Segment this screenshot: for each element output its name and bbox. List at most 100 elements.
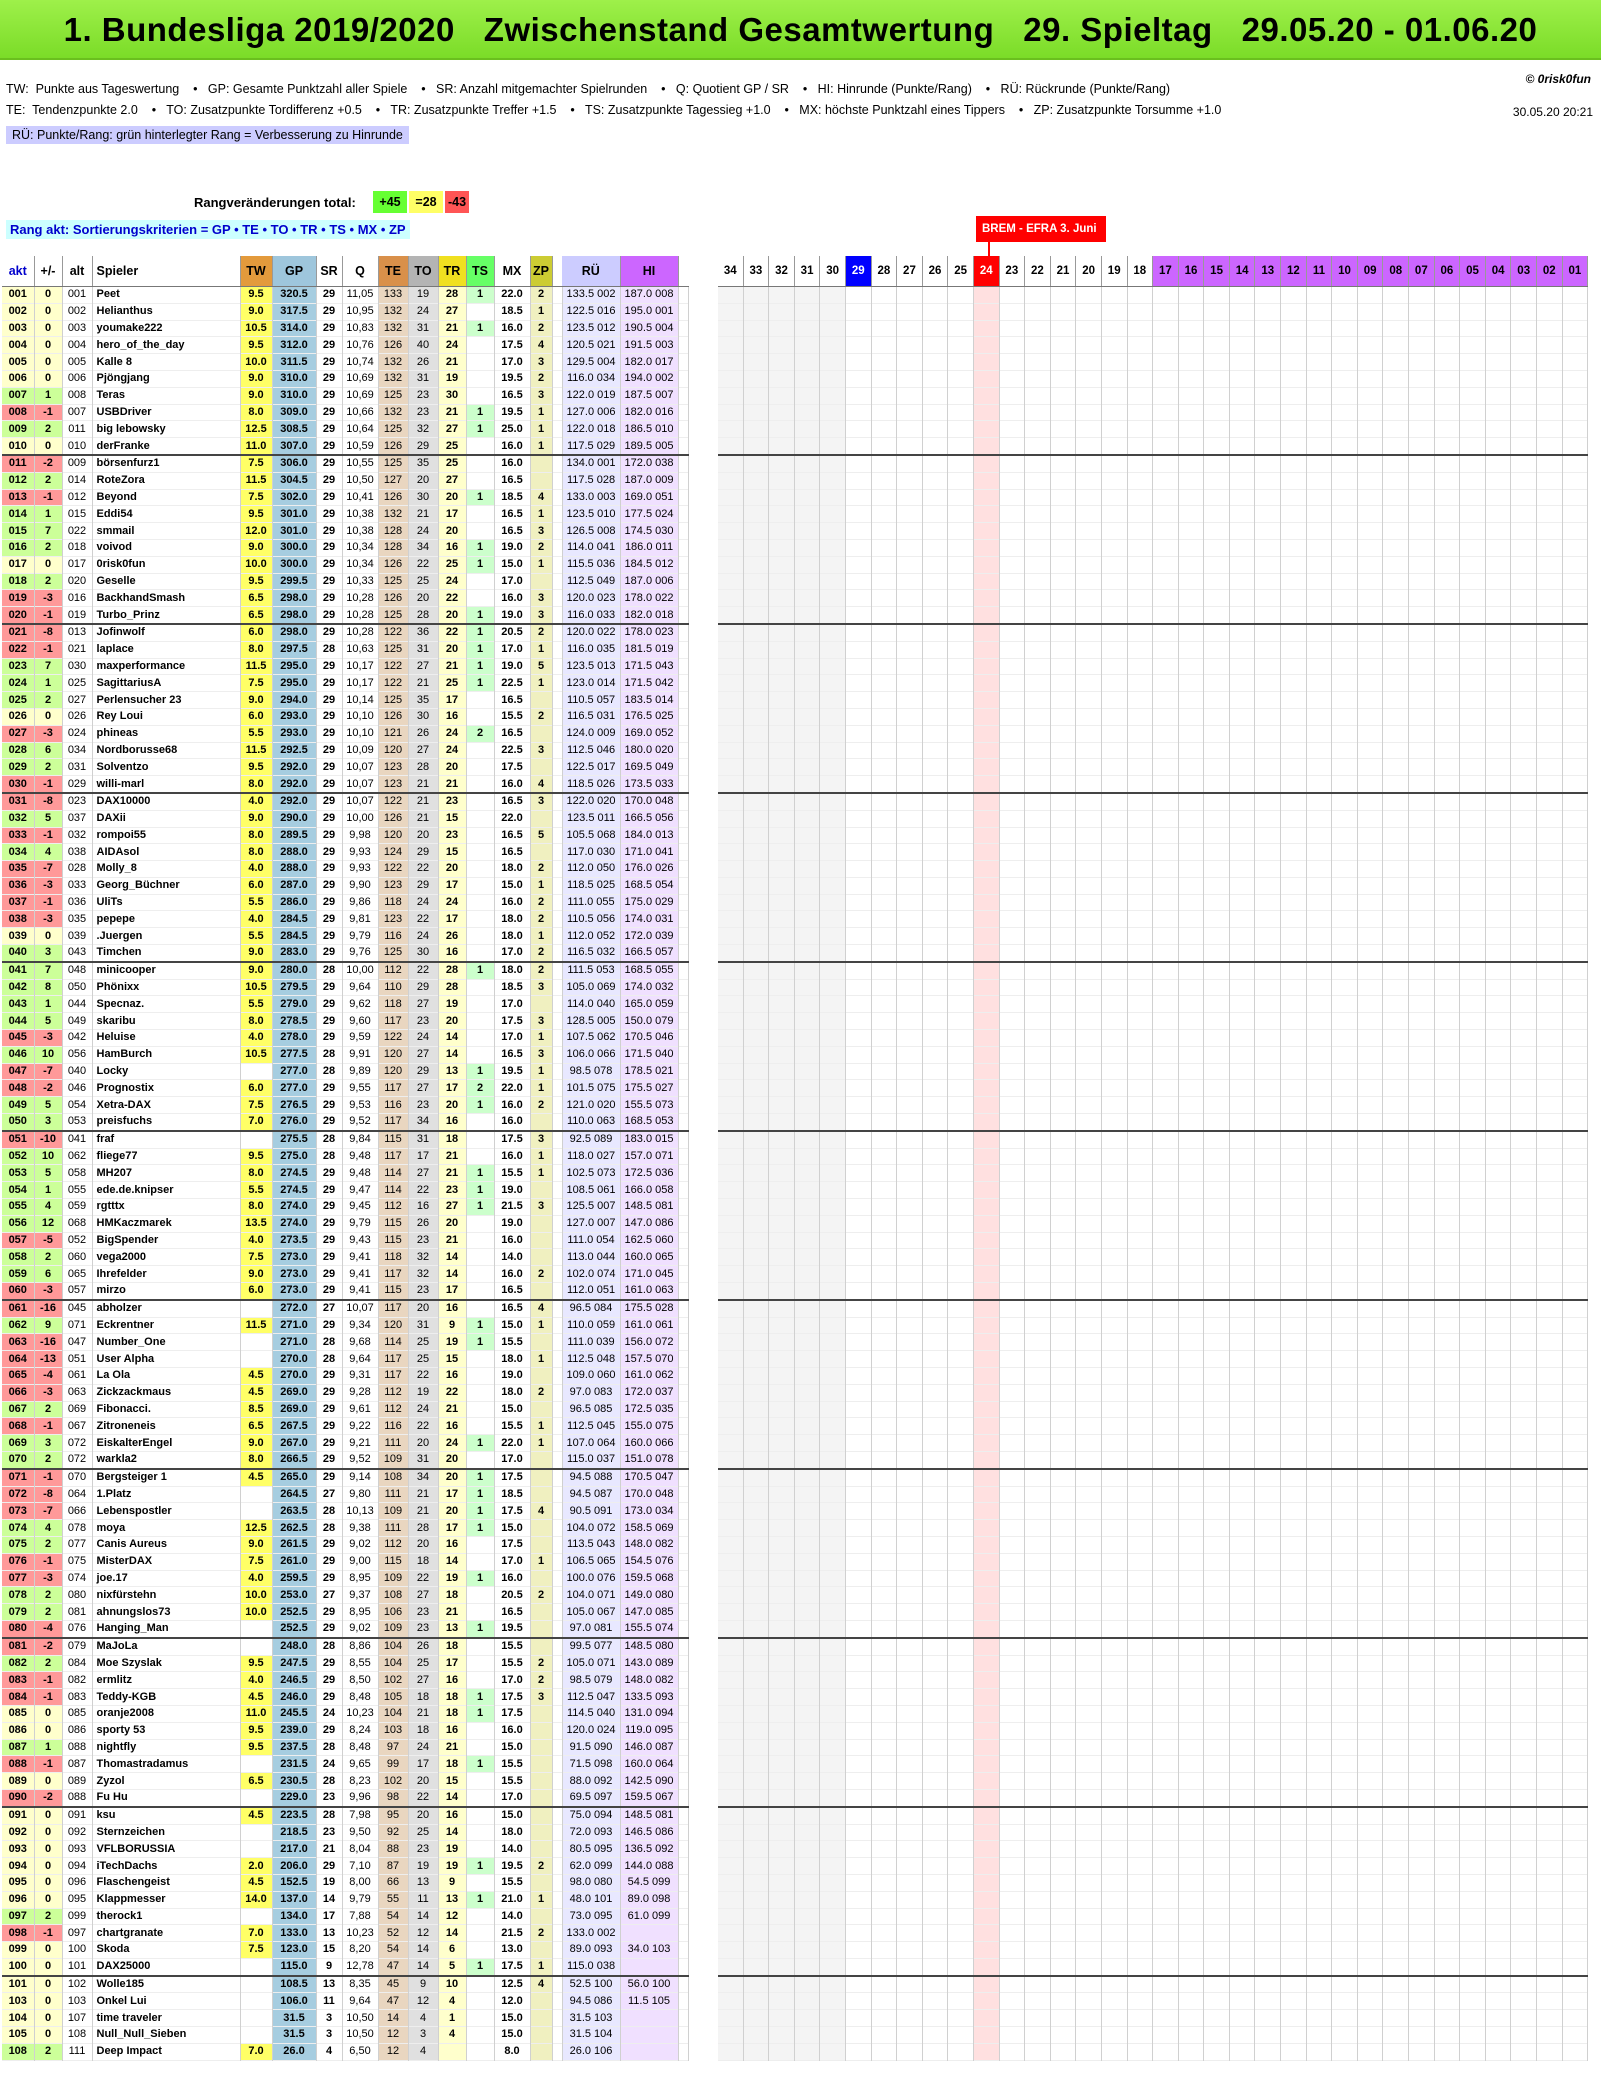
round-header-10[interactable]: 10 [1331, 256, 1358, 287]
round-cell [973, 927, 1000, 945]
round-header-03[interactable]: 03 [1510, 256, 1537, 287]
round-cell [1306, 505, 1333, 523]
round-header-19[interactable]: 19 [1101, 256, 1128, 287]
round-header-33[interactable]: 33 [743, 256, 770, 287]
round-header-14[interactable]: 14 [1229, 256, 1256, 287]
round-cell [999, 606, 1026, 624]
round-cell [1562, 505, 1589, 523]
round-header-15[interactable]: 15 [1203, 256, 1230, 287]
col-ts[interactable]: TS [466, 256, 495, 287]
round-header-21[interactable]: 21 [1050, 256, 1077, 287]
col-tw[interactable]: TW [240, 256, 273, 287]
cell-to: 20 [408, 589, 439, 607]
cell-change: 6 [34, 1265, 63, 1283]
col-hi[interactable]: HI [620, 256, 679, 287]
cell-te: 118 [378, 995, 409, 1013]
col-spieler[interactable]: Spieler [92, 256, 241, 287]
round-cell [1408, 1029, 1435, 1047]
round-cell [1459, 1655, 1486, 1672]
col-te[interactable]: TE [378, 256, 409, 287]
round-cell [819, 1248, 846, 1266]
col-to[interactable]: TO [408, 256, 439, 287]
cell-to: 21 [408, 505, 439, 523]
round-cell [1331, 623, 1358, 642]
cell-te: 125 [378, 387, 409, 405]
col-change[interactable]: +/- [34, 256, 63, 287]
round-header-28[interactable]: 28 [871, 256, 898, 287]
round-header-26[interactable]: 26 [922, 256, 949, 287]
round-header-29[interactable]: 29 [845, 256, 872, 287]
round-header-02[interactable]: 02 [1536, 256, 1563, 287]
cell-gap [552, 758, 563, 776]
round-cell [896, 1620, 923, 1638]
round-header-18[interactable]: 18 [1127, 256, 1154, 287]
round-cell [973, 387, 1000, 405]
round-header-17[interactable]: 17 [1152, 256, 1179, 287]
round-cell [794, 1401, 821, 1418]
round-cell [1101, 658, 1128, 675]
round-cell [1434, 606, 1461, 624]
cell-mx: 19.0 [494, 658, 531, 675]
round-cell [819, 1299, 846, 1318]
col-tr[interactable]: TR [438, 256, 467, 287]
cell-gp: 263.5 [272, 1502, 317, 1520]
cell-ts [466, 303, 495, 321]
round-cell [1178, 674, 1205, 692]
round-header-11[interactable]: 11 [1306, 256, 1333, 287]
round-header-25[interactable]: 25 [947, 256, 974, 287]
round-cell [768, 1417, 795, 1435]
round-header-34[interactable]: 34 [718, 256, 744, 287]
round-header-01[interactable]: 01 [1562, 256, 1589, 287]
round-header-16[interactable]: 16 [1178, 256, 1205, 287]
round-cell [1203, 910, 1230, 928]
col-sr[interactable]: SR [316, 256, 343, 287]
round-header-13[interactable]: 13 [1254, 256, 1282, 287]
round-cell [1382, 810, 1410, 827]
round-header-05[interactable]: 05 [1459, 256, 1486, 287]
round-cell [1510, 1671, 1537, 1689]
round-header-07[interactable]: 07 [1408, 256, 1435, 287]
round-header-30[interactable]: 30 [819, 256, 846, 287]
round-cell [922, 860, 949, 878]
round-header-04[interactable]: 04 [1485, 256, 1512, 287]
round-cell [743, 691, 770, 709]
cell-change: -7 [34, 860, 63, 878]
round-header-08[interactable]: 08 [1382, 256, 1410, 287]
col-q[interactable]: Q [342, 256, 379, 287]
round-cell [1331, 827, 1358, 844]
round-header-09[interactable]: 09 [1357, 256, 1384, 287]
round-cell [1280, 810, 1307, 827]
round-header-20[interactable]: 20 [1075, 256, 1102, 287]
col-ru[interactable]: RÜ [562, 256, 621, 287]
col-gp[interactable]: GP [272, 256, 317, 287]
round-cell [999, 1401, 1026, 1418]
round-cell [1152, 1181, 1179, 1199]
round-cell [1510, 1536, 1537, 1554]
round-cell [1357, 1486, 1384, 1503]
round-cell [1254, 1063, 1282, 1080]
cell-zp [530, 1181, 553, 1199]
round-header-24[interactable]: 24 [973, 256, 1000, 287]
cell-tw: 5.5 [240, 1181, 273, 1199]
col-zp[interactable]: ZP [530, 256, 553, 287]
table-row: 037 -1 036 UliTs 5.5 286.0 29 9,86 118 24 24 16.0 2 1… [2, 894, 689, 911]
round-header-23[interactable]: 23 [999, 256, 1026, 287]
round-header-31[interactable]: 31 [794, 256, 821, 287]
round-header-12[interactable]: 12 [1280, 256, 1307, 287]
cell-change: 3 [34, 1113, 63, 1131]
round-cell [718, 1029, 744, 1047]
round-cell [1254, 758, 1282, 776]
round-cell [1485, 1317, 1512, 1334]
col-alt[interactable]: alt [62, 256, 93, 287]
round-header-22[interactable]: 22 [1024, 256, 1051, 287]
round-header-06[interactable]: 06 [1434, 256, 1461, 287]
round-cell [1254, 1096, 1282, 1114]
round-cell [1331, 961, 1358, 980]
round-cell [871, 995, 898, 1013]
round-cell [947, 404, 974, 421]
round-header-27[interactable]: 27 [896, 256, 923, 287]
round-header-32[interactable]: 32 [768, 256, 795, 287]
col-akt[interactable]: akt [2, 256, 35, 287]
col-mx[interactable]: MX [494, 256, 531, 287]
cell-tr: 14 [438, 1248, 467, 1266]
